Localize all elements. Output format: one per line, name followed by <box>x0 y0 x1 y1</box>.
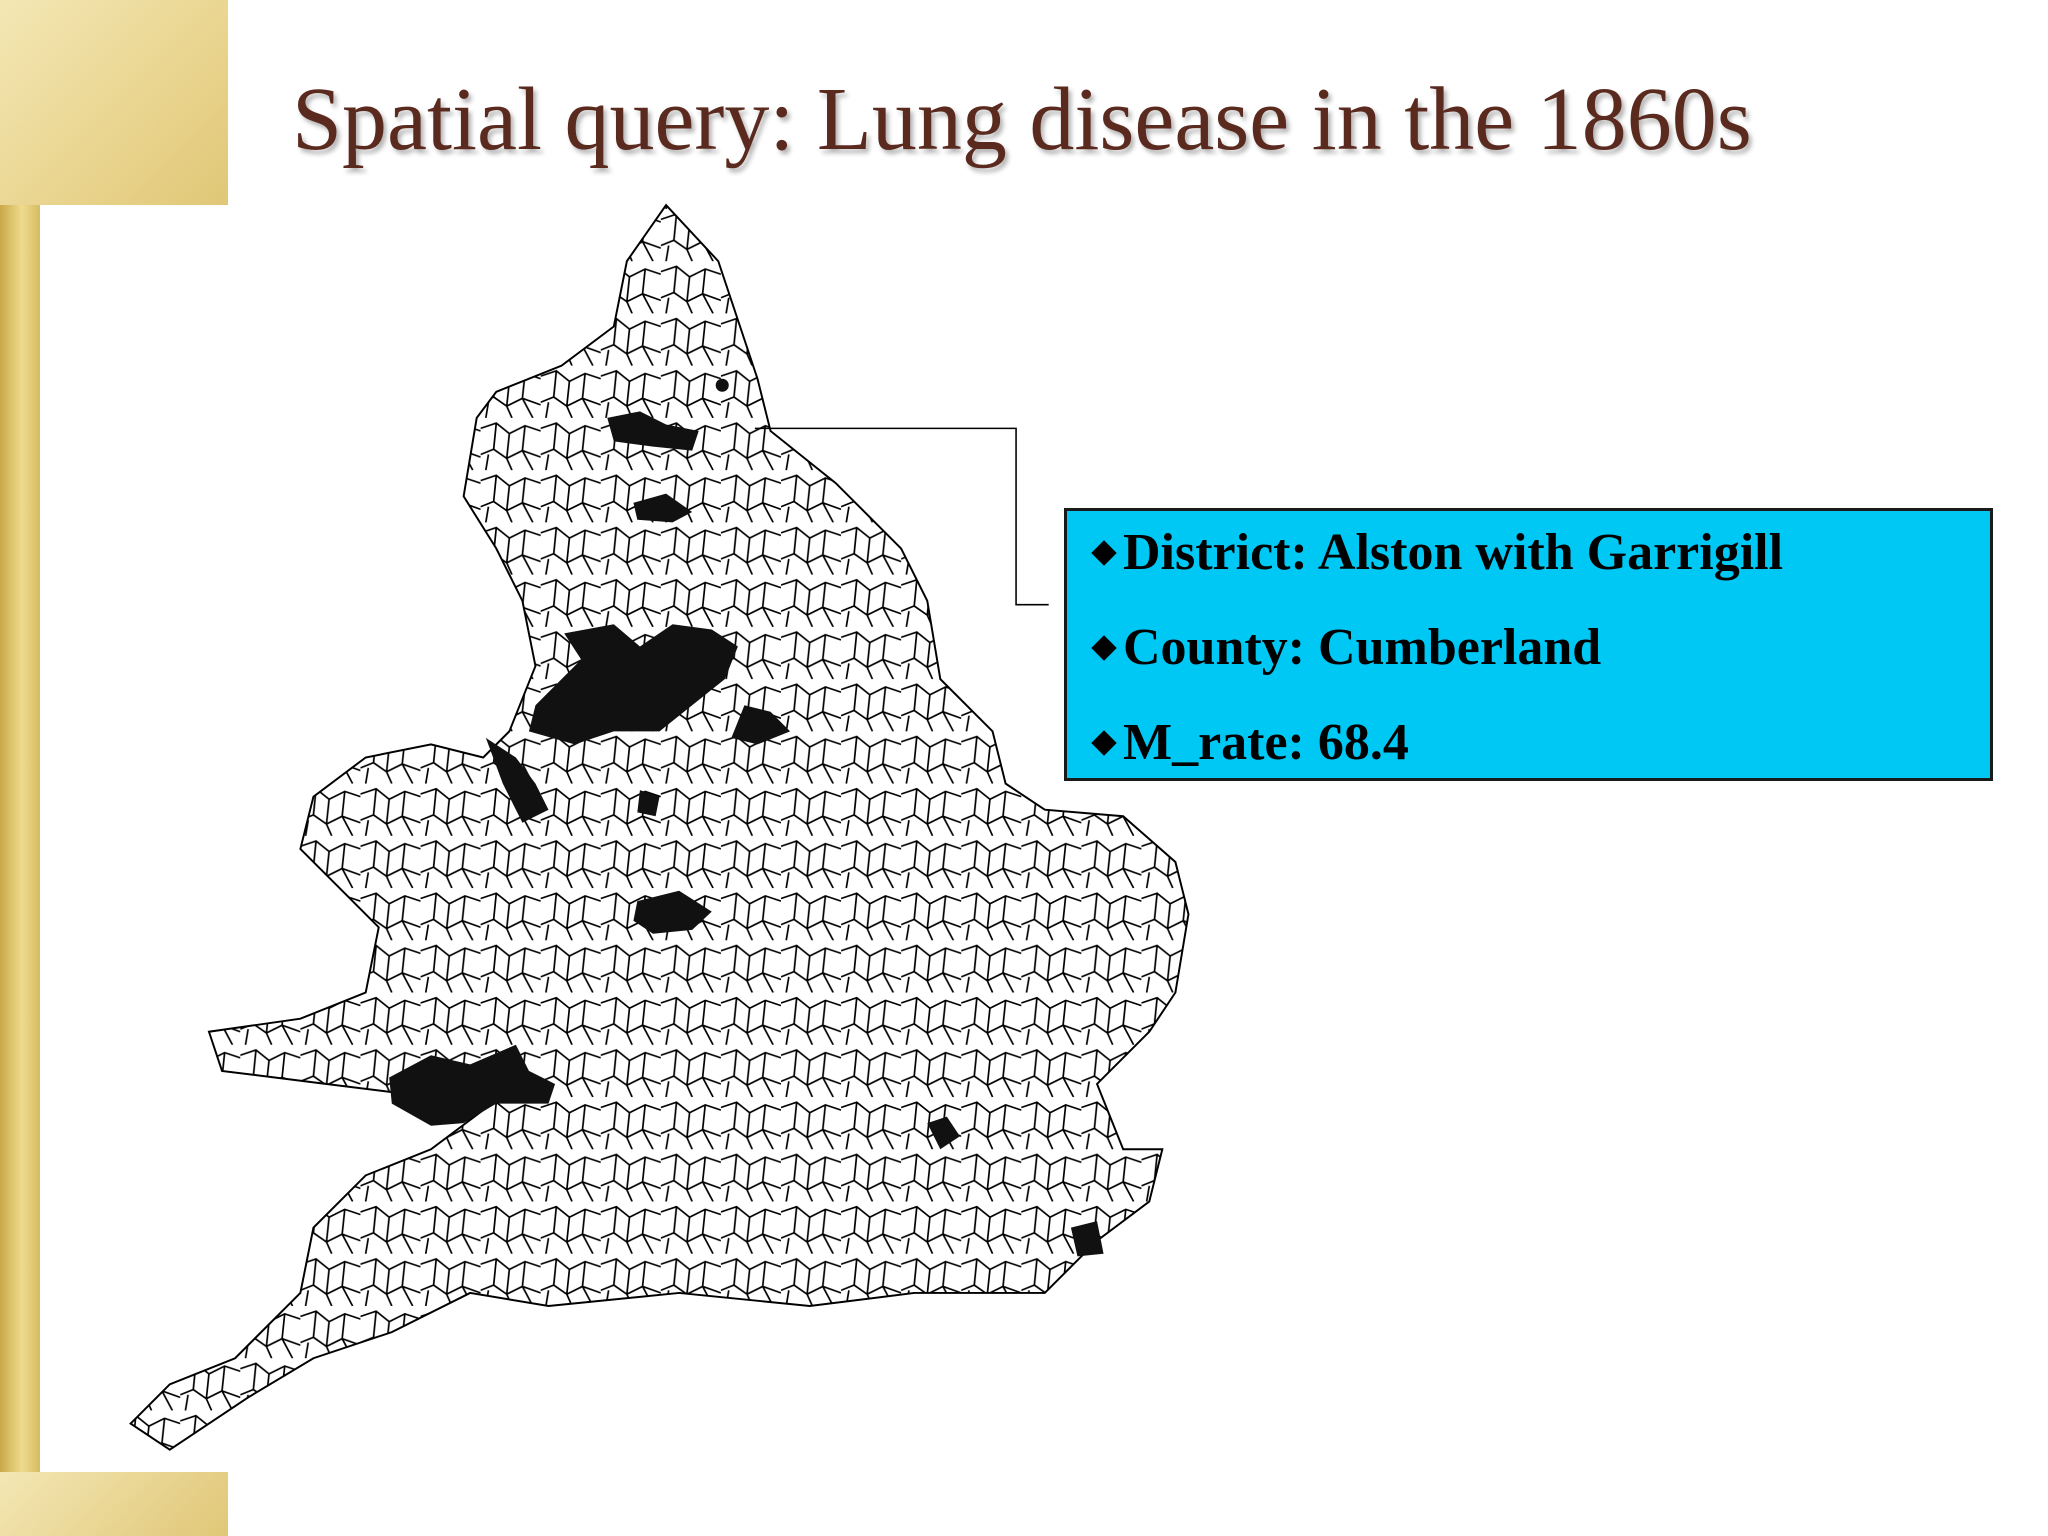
info-line: M_rate: 68.4 <box>1089 713 1409 772</box>
bullet <box>1091 539 1117 566</box>
info-text: District: Alston with Garrigill <box>1123 524 1784 581</box>
corner-decoration <box>0 0 228 205</box>
bullet <box>1091 729 1117 756</box>
panel <box>40 205 228 1472</box>
district-borders <box>130 205 1189 1450</box>
info-box: District: Alston with Garrigill County: … <box>1064 508 1993 781</box>
bullet <box>1091 634 1117 661</box>
slide-title: Spatial query: Lung disease in the 1860s <box>292 70 1752 169</box>
info-line: County: Cumberland <box>1089 618 1601 677</box>
highlighted-districts <box>389 378 1104 1257</box>
info-line: District: Alston with Garrigill <box>1089 523 1783 582</box>
map-shapes <box>129 203 1190 1451</box>
gold-bar <box>0 0 40 1536</box>
leader-line <box>754 427 1049 606</box>
info-text: County: Cumberland <box>1123 619 1602 676</box>
corner-decoration <box>0 1472 228 1536</box>
info-text: M_rate: 68.4 <box>1123 714 1409 771</box>
